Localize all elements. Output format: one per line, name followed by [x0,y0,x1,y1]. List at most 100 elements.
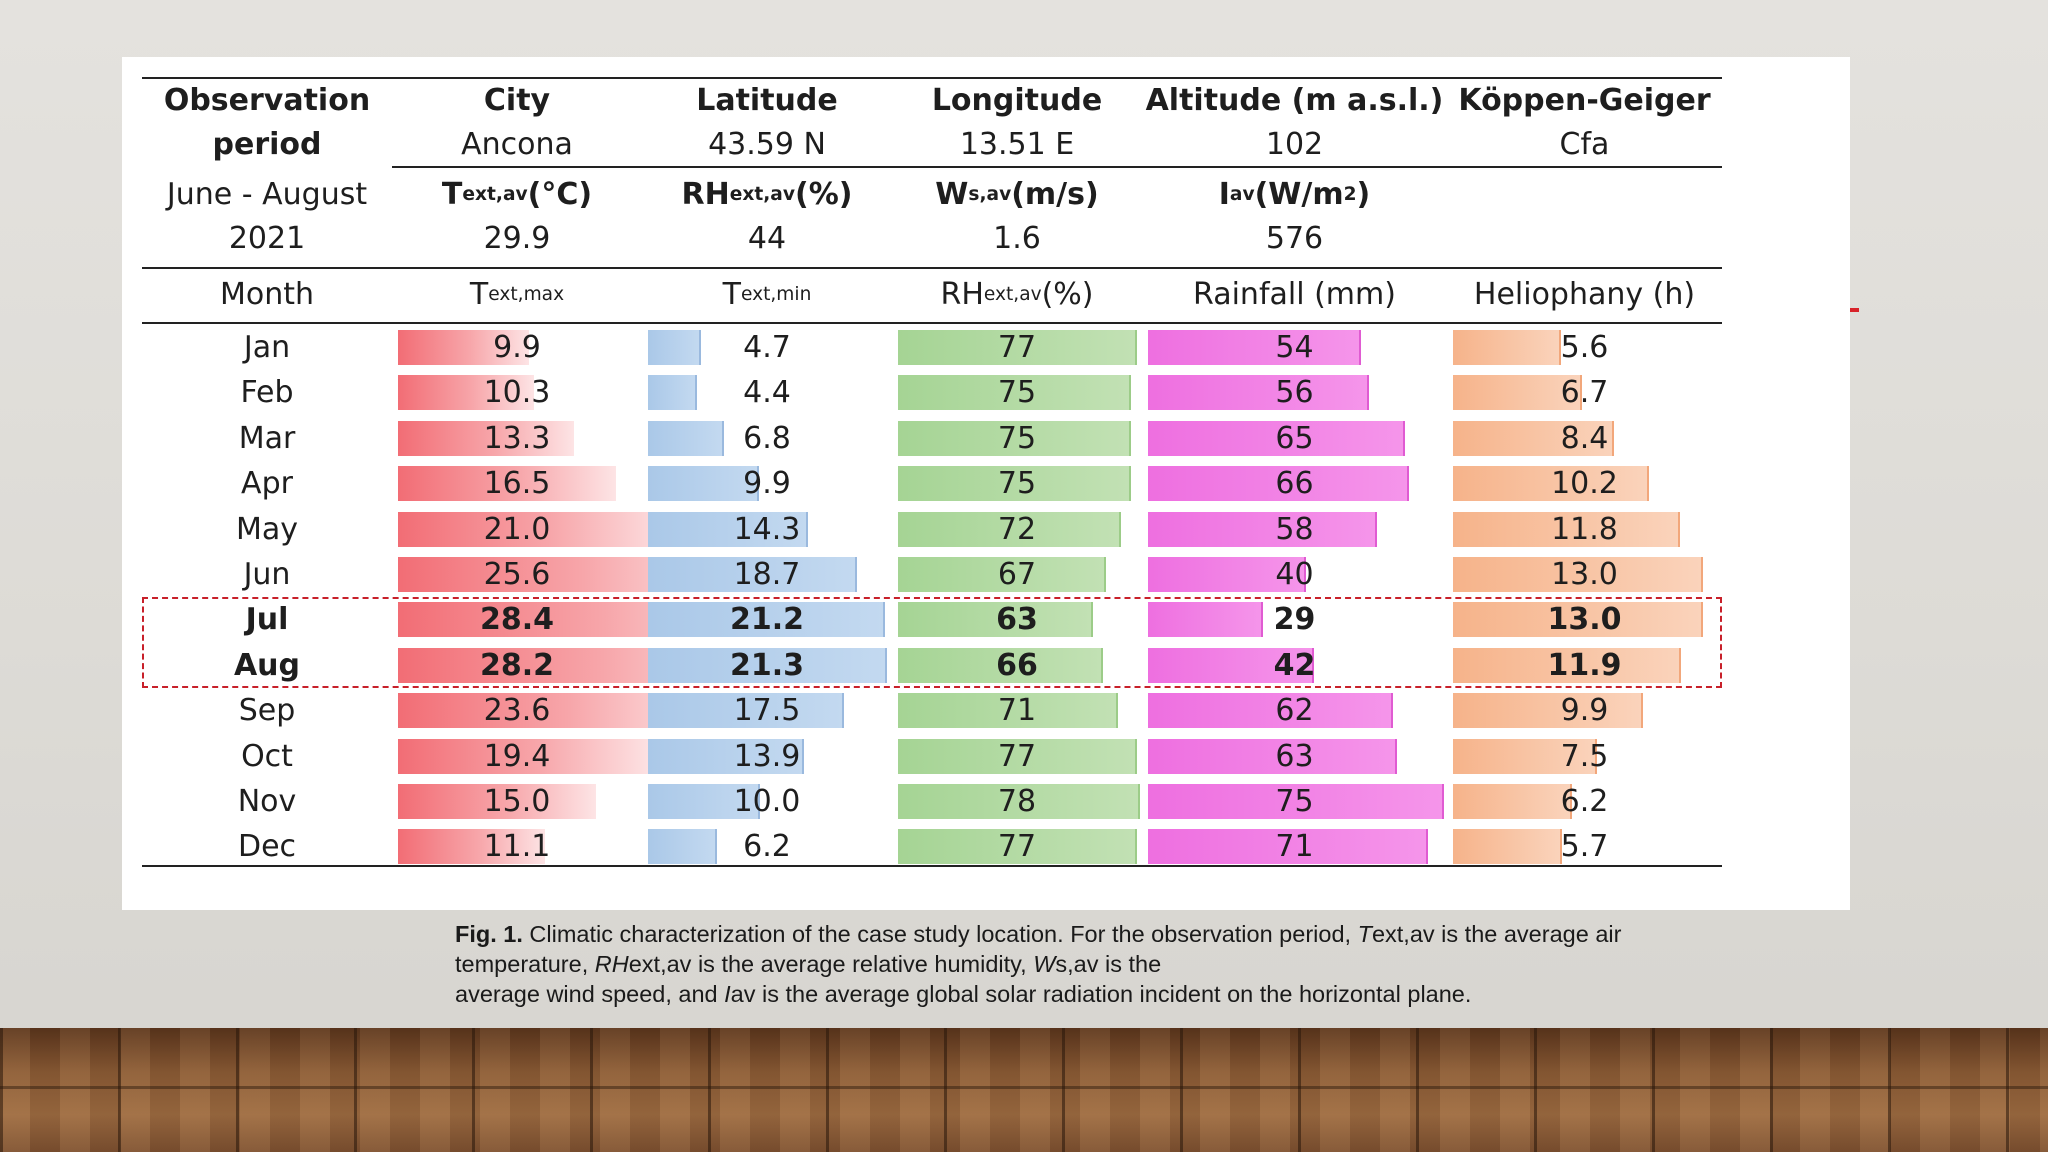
tmin-bar [648,557,858,592]
rain-bar [1148,738,1397,774]
helio-bar [1453,330,1561,365]
rh-value: 75 [997,375,1037,411]
rh-value: 66 [996,647,1038,683]
heliophany-col-header: Heliophany (h) [1473,277,1696,312]
tmin-value: 13.9 [733,738,801,774]
tmax-value: 11.1 [483,829,551,865]
helio-bar [1453,693,1644,729]
rh-av-label: RH ext,av (%) [681,177,853,212]
rain-bar [1148,420,1405,456]
rh-bar [898,420,1131,456]
month-label: Feb [240,375,294,411]
tmin-value: 4.7 [743,330,791,365]
table-bottom-rule [142,865,1722,867]
tmax-bar [398,738,655,774]
rain-value: 56 [1275,375,1314,411]
tmax-bar [398,829,545,865]
tmin-value: 17.5 [733,693,801,729]
table-row: Dec 11.1 6.2 77 71 5.7 [142,824,1722,869]
table-row: Jul 28.4 21.2 63 29 13.0 [142,597,1722,642]
helio-bar [1453,647,1682,683]
altitude-label: Altitude (m a.s.l.) [1145,83,1444,118]
rh-value: 71 [997,693,1037,729]
monthly-top-rule [142,267,1722,269]
tmax-value: 28.2 [479,647,555,683]
helio-bar [1453,829,1563,865]
rain-value: 58 [1275,511,1314,547]
tmax-value: 16.5 [483,466,551,502]
month-label: Apr [241,466,293,502]
helio-value: 13.0 [1547,602,1622,638]
rh-value: 75 [997,420,1037,456]
helio-value: 5.6 [1560,330,1609,365]
rain-value: 65 [1275,420,1314,456]
rain-bar [1148,829,1429,865]
month-label: Dec [237,829,297,865]
table-row: Jun 25.6 18.7 67 40 13.0 [142,552,1722,597]
helio-bar [1453,420,1615,456]
koppen-value: Cfa [1559,127,1610,162]
tmin-value: 14.3 [733,511,801,547]
rh-bar [898,602,1094,638]
tmax-value: 21.0 [483,511,551,547]
helio-value: 11.8 [1551,511,1618,547]
rain-value: 75 [1275,784,1314,819]
month-label: Aug [233,647,301,683]
latitude-label: Latitude [696,83,838,118]
rh-bar [898,693,1119,729]
helio-value: 9.9 [1560,693,1609,729]
i-av-value: 576 [1265,221,1324,256]
rain-value: 40 [1275,557,1314,592]
rain-value: 54 [1275,330,1314,365]
rh-bar [898,511,1122,547]
month-col-header: Month [219,277,315,312]
climate-table: Observation period June - August 2021 Ci… [142,77,1722,867]
koppen-label: Köppen-Geiger [1458,83,1711,118]
tmax-value: 23.6 [483,693,551,729]
rain-bar [1148,557,1306,592]
rain-value: 42 [1273,647,1316,683]
rh-bar [898,466,1131,502]
table-row: May 21.0 14.3 72 58 11.8 [142,507,1722,552]
rh-value: 78 [997,784,1037,819]
rh-bar [898,557,1106,592]
helio-value: 11.9 [1547,647,1622,683]
table-row: Aug 28.2 21.3 66 42 11.9 [142,643,1722,688]
helio-value: 6.2 [1560,784,1609,819]
tmax-bar [398,511,676,547]
month-label: Jan [243,330,291,365]
rh-value: 63 [996,602,1038,638]
helio-bar [1453,602,1703,638]
tmax-bar [398,784,596,819]
caption-line-2: temperature, RHext,av is the average rel… [455,951,1162,977]
rh-value: 72 [997,511,1037,547]
tmin-value: 18.7 [733,557,801,592]
rh-col-header: RH ext,av (%) [940,277,1094,312]
period-year: 2021 [228,221,306,256]
tmax-value: 28.4 [479,602,555,638]
rain-value: 29 [1273,602,1316,638]
tmax-bar [398,330,529,365]
figure-caption: Fig. 1. Climatic characterization of the… [455,919,1755,1009]
tmin-bar [648,738,804,774]
tmin-bar [648,784,760,819]
table-top-rule [142,77,1722,79]
tmin-value: 6.8 [743,420,791,456]
helio-bar [1453,557,1703,592]
observation-period-label-2: period [212,127,322,162]
table-row: Sep 23.6 17.5 71 62 9.9 [142,688,1722,733]
tmin-value: 9.9 [743,466,791,502]
tmax-value: 10.3 [483,375,551,411]
tmin-bar [648,511,809,547]
rh-bar [898,738,1137,774]
tmin-bar [648,602,886,638]
latitude-value: 43.59 N [708,127,826,162]
text-av-value: 29.9 [483,221,551,256]
tmin-value: 6.2 [743,829,791,865]
city-label: City [483,83,551,118]
wooden-floor [0,1028,2048,1152]
table-row: Mar 13.3 6.8 75 65 8.4 [142,416,1722,461]
helio-value: 13.0 [1551,557,1618,592]
